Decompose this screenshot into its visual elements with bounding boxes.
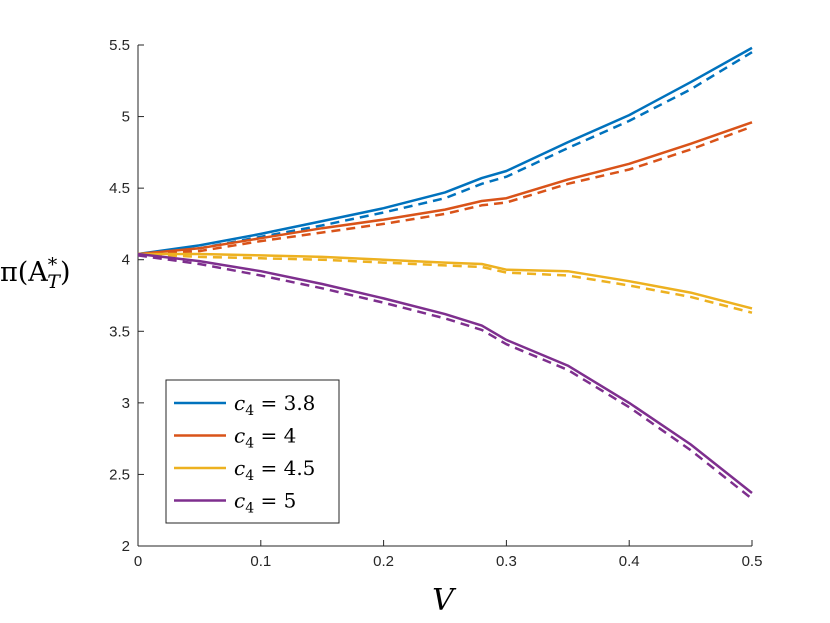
series-line-solid-3: [138, 252, 753, 310]
series-line-solid-4: [137, 252, 753, 494]
y-tick-label: 4.5: [109, 180, 130, 197]
y-tick-label: 5: [122, 109, 130, 126]
x-tick-label: 0.4: [619, 553, 640, 570]
legend-entry-4: c4 = 5: [234, 489, 296, 517]
y-tick-label: 3: [122, 395, 130, 412]
legend-value: = 3.8: [254, 391, 315, 415]
legend-var: c: [234, 424, 245, 448]
x-tick-label: 0.3: [496, 553, 517, 570]
series-line-dashed-3: [137, 252, 753, 314]
legend-sub: 4: [245, 468, 254, 484]
x-tick-label: 0.1: [250, 553, 271, 570]
y-axis-title-base: π(A: [0, 257, 48, 288]
series-line-dashed-4: [137, 254, 753, 500]
series-layer: [137, 46, 753, 500]
x-tick-label: 0.5: [742, 553, 763, 570]
legend-var: c: [234, 456, 245, 480]
y-axis-title: π(A* T): [0, 254, 71, 293]
x-tick-label: 0: [134, 553, 142, 570]
y-tick-label: 4: [122, 252, 130, 269]
legend-var: c: [234, 391, 245, 415]
y-tick-label: 2.5: [109, 466, 130, 483]
legend-var: c: [234, 489, 245, 513]
y-axis-title-close: ): [60, 257, 71, 288]
y-tick-label: 2: [122, 538, 130, 555]
legend-sub: 4: [245, 501, 254, 517]
legend-value: = 4: [254, 424, 296, 448]
y-tick-label: 3.5: [109, 323, 130, 340]
y-tick-label: 5.5: [109, 37, 130, 54]
y-axis-title-sup: *: [48, 254, 58, 276]
legend-entry-3: c4 = 4.5: [234, 456, 315, 484]
y-axis-title-sub: T: [47, 271, 61, 293]
legend-sub: 4: [245, 403, 254, 419]
x-tick-label: 0.2: [373, 553, 394, 570]
legend-entry-1: c4 = 3.8: [234, 391, 315, 419]
legend: c4 = 3.8c4 = 4c4 = 4.5c4 = 5: [165, 379, 340, 524]
legend-value: = 4.5: [254, 456, 315, 480]
legend-entry-2: c4 = 4: [234, 424, 296, 452]
x-axis-title: V: [432, 583, 457, 618]
series-line-dashed-2: [137, 125, 753, 256]
legend-value: = 5: [254, 489, 296, 513]
axes: 0 0.1 0.2 0.3 0.4 0.5 2 2.5 3 3.5 4 4.5 5 5.5: [109, 37, 762, 570]
legend-sub: 4: [245, 436, 254, 452]
series-line-solid-1: [137, 46, 753, 256]
series-line-solid-2: [137, 121, 753, 256]
